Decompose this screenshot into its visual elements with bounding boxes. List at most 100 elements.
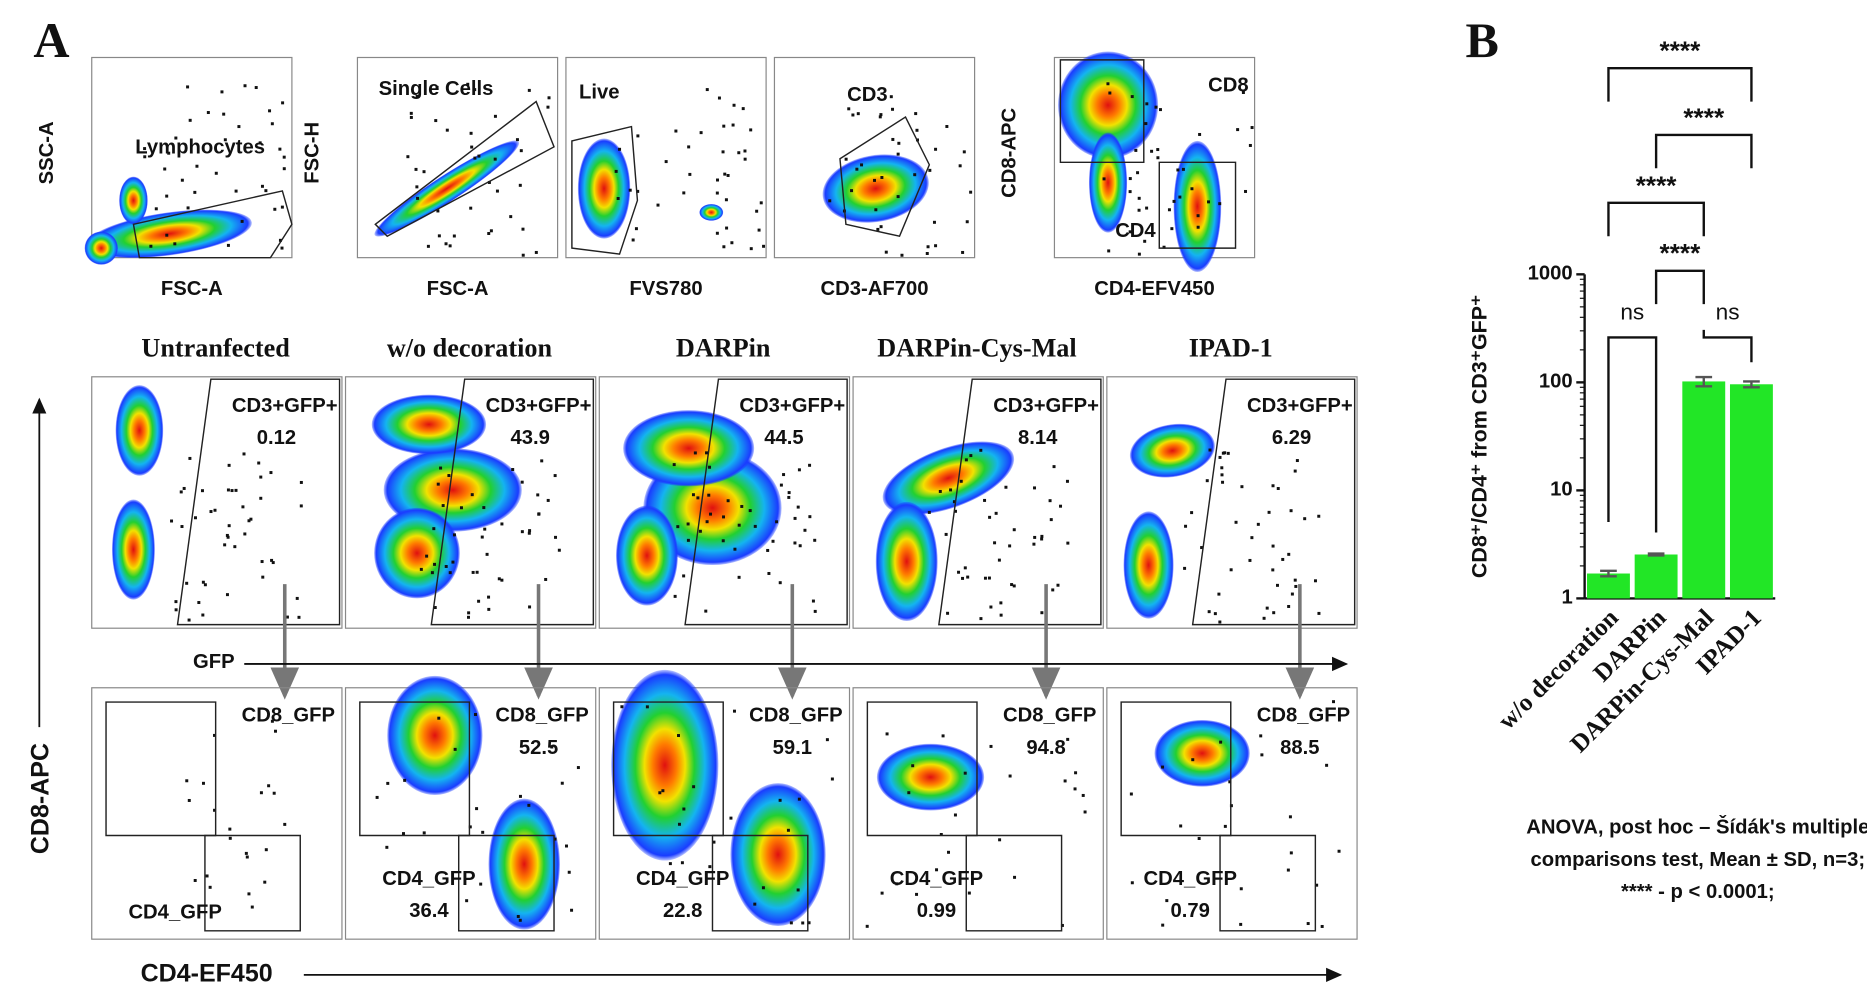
- event-dot: [258, 141, 262, 145]
- event-dot: [803, 528, 807, 532]
- event-dot: [733, 547, 737, 551]
- density: [876, 743, 985, 811]
- event-dot: [173, 242, 177, 246]
- event-dot: [1234, 520, 1238, 524]
- event-dot: [434, 119, 438, 123]
- event-dot: [712, 840, 716, 844]
- event-dot: [709, 512, 713, 516]
- sample-title: DARPin-Cys-Mal: [877, 334, 1076, 363]
- event-dot: [944, 532, 948, 536]
- gate-label: CD8_GFP: [495, 705, 588, 727]
- event-dot: [682, 574, 686, 578]
- event-dot: [565, 844, 568, 848]
- gate-label: CD4_GFP: [128, 901, 221, 923]
- gate: [1158, 161, 1237, 249]
- event-dot: [1165, 899, 1169, 903]
- event-dot: [1128, 190, 1132, 194]
- event-dot: [385, 845, 389, 849]
- event-dot: [243, 532, 247, 536]
- event-dot: [521, 253, 525, 257]
- event-dot: [200, 489, 204, 493]
- event-dot: [1161, 765, 1165, 769]
- event-dot: [493, 157, 497, 161]
- event-dot: [528, 605, 532, 609]
- event-dot: [934, 147, 938, 151]
- event-dot: [782, 473, 786, 477]
- gate-value: 88.5: [1280, 737, 1319, 759]
- event-dot: [631, 238, 635, 242]
- event-dot: [227, 524, 231, 528]
- event-dot: [247, 892, 251, 896]
- event-dot: [267, 784, 271, 788]
- y-axis-label: CD8-APC: [999, 107, 1021, 197]
- event-dot: [439, 466, 443, 470]
- event-dot: [1317, 611, 1321, 615]
- event-dot: [722, 124, 726, 128]
- event-dot: [705, 88, 709, 92]
- event-dot: [419, 567, 423, 571]
- gate: [204, 834, 301, 932]
- event-dot: [998, 838, 1002, 842]
- plot-frame: [1053, 56, 1256, 259]
- event-dot: [656, 203, 660, 207]
- event-dot: [264, 189, 268, 193]
- density: [1058, 51, 1159, 159]
- event-dot: [223, 543, 227, 547]
- event-dot: [914, 112, 918, 116]
- event-dot: [1239, 887, 1243, 891]
- event-dot: [206, 111, 210, 115]
- y-axis-label: FSC-H: [302, 122, 324, 184]
- event-dot: [716, 178, 719, 182]
- event-dot: [509, 215, 513, 219]
- event-dot: [228, 836, 232, 840]
- event-dot: [283, 822, 287, 826]
- event-dot: [165, 233, 169, 237]
- event-dot: [753, 902, 757, 906]
- event-dot: [1248, 558, 1252, 562]
- event-dot: [958, 164, 962, 168]
- event-dot: [477, 599, 481, 603]
- event-dot: [295, 596, 299, 600]
- event-dot: [1012, 528, 1016, 532]
- event-dot: [227, 463, 231, 467]
- bar: [1682, 381, 1726, 599]
- event-dot: [844, 157, 848, 161]
- event-dot: [793, 541, 797, 545]
- density: [488, 798, 560, 930]
- event-dot: [1226, 451, 1230, 455]
- event-dot: [682, 807, 686, 811]
- plot-frame: [344, 687, 597, 940]
- event-dot: [482, 506, 486, 510]
- gate-value: 36.4: [409, 900, 449, 922]
- event-dot: [945, 125, 949, 128]
- event-dot: [226, 243, 230, 247]
- sample-title: DARPin: [676, 334, 771, 363]
- event-dot: [614, 169, 618, 173]
- event-dot: [1143, 239, 1147, 243]
- error-bar: [1647, 552, 1665, 557]
- event-dot: [1065, 479, 1069, 483]
- event-dot: [813, 538, 817, 542]
- event-dot: [489, 229, 493, 233]
- gate-value: 0.79: [1171, 900, 1210, 922]
- event-dot: [264, 848, 268, 852]
- event-dot: [1293, 469, 1297, 473]
- event-dot: [260, 560, 264, 564]
- density: [615, 505, 678, 606]
- event-dot: [193, 878, 197, 882]
- event-dot: [220, 90, 224, 94]
- event-dot: [537, 512, 541, 516]
- gate-value: 52.5: [519, 737, 558, 759]
- event-dot: [241, 505, 245, 509]
- event-dot: [534, 250, 538, 254]
- sample-title: Untranfected: [141, 334, 290, 363]
- event-dot: [213, 508, 217, 512]
- event-dot: [1032, 542, 1036, 546]
- event-dot: [570, 908, 574, 912]
- event-dot: [620, 705, 624, 709]
- event-dot: [520, 530, 524, 534]
- event-dot: [1228, 780, 1232, 784]
- event-dot: [1040, 611, 1044, 615]
- event-dot: [896, 195, 900, 199]
- event-dot: [143, 155, 147, 159]
